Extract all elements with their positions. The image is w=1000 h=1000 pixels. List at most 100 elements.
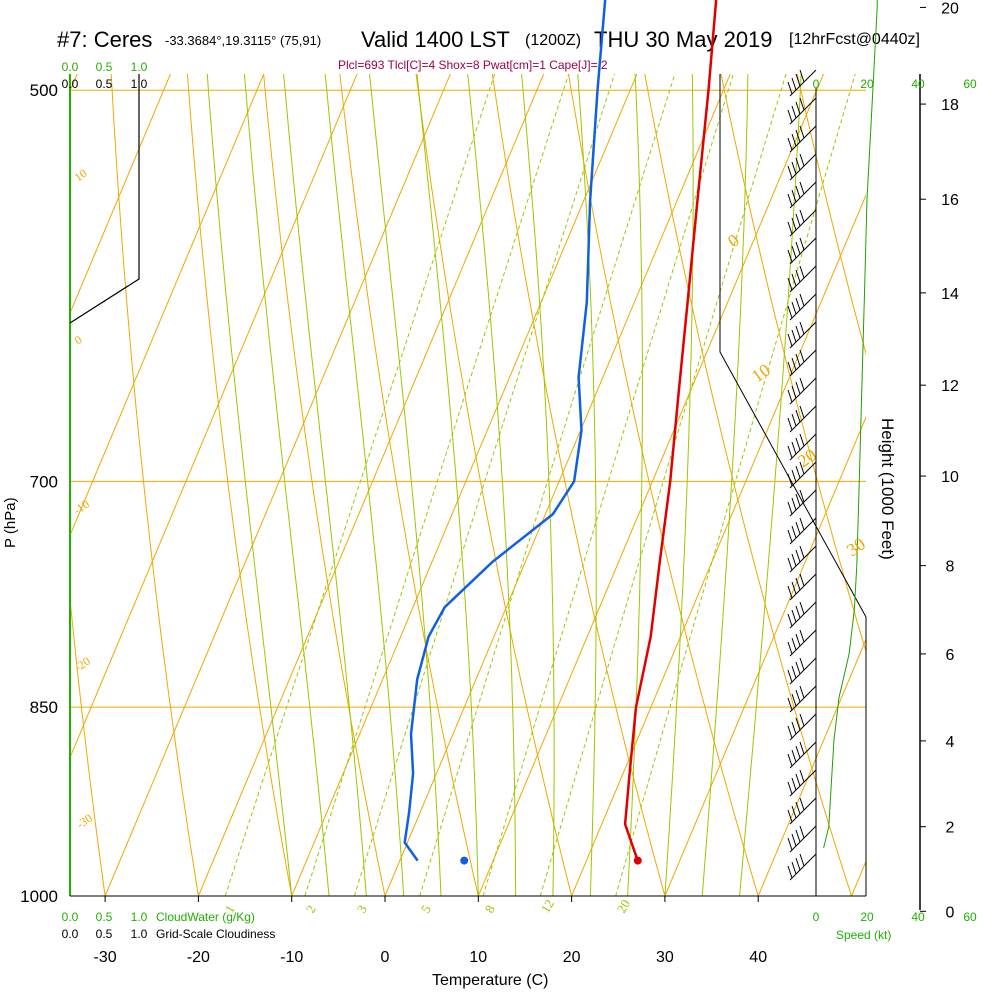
wind-barbs [787, 69, 817, 881]
height-tick-label: 2 [946, 820, 955, 837]
wind-barb-feather [791, 413, 797, 427]
speed-top-tick: 60 [963, 77, 977, 91]
wind-barb-feather [791, 525, 797, 539]
wind-barb-feather [799, 489, 805, 503]
isotherm-line [851, 860, 866, 896]
wind-barb-feather [799, 685, 805, 699]
isotherm-value-label: -20 [72, 654, 93, 675]
wind-barb-feather [799, 545, 805, 559]
speed-bottom-tick: 60 [963, 910, 977, 924]
wind-barb-feather [787, 585, 793, 599]
wind-barb-feather [799, 657, 805, 671]
isotherm-line [70, 74, 358, 759]
wind-barb-feather [799, 405, 805, 419]
moist-adiabat-line [243, 74, 330, 896]
mixing-ratio-value-label: 8 [482, 902, 498, 915]
wind-barb-feather [791, 161, 797, 175]
wind-barb [789, 153, 817, 181]
temperature-profile-line [623, 0, 718, 862]
wind-barb [789, 125, 817, 153]
isotherm-line [0, 0, 238, 896]
x-tick-label: -20 [187, 949, 210, 966]
wind-barb-feather [787, 725, 793, 739]
wind-speed-line [823, 0, 878, 849]
wind-barb-feather [787, 529, 793, 543]
wind-barb-feather [791, 749, 797, 763]
mixing-ratio-line [615, 74, 856, 896]
wind-barb [789, 573, 817, 601]
isotherm-value-label: -30 [74, 811, 95, 832]
wind-barb-feather [795, 437, 801, 451]
x-axis-label: Temperature (C) [432, 972, 549, 989]
wind-barb-feather [791, 385, 797, 399]
wind-barb-feather [795, 73, 801, 87]
wind-barb-feather [787, 221, 793, 235]
wind-barb [789, 209, 817, 237]
cloudiness-top-tick: 0.0 [62, 77, 79, 91]
station-coords: -33.3684°,19.3115° (75,91) [165, 33, 322, 48]
isotherm-value-label: 0 [72, 333, 85, 348]
wind-barb-feather [799, 97, 805, 111]
wind-barb-feather [795, 717, 801, 731]
wind-barb-feather [799, 125, 805, 139]
wind-barb-feather [795, 185, 801, 199]
wind-barb-feather [795, 297, 801, 311]
wind-barb-feather [799, 853, 805, 867]
wind-barb-feather [799, 741, 805, 755]
wind-barb-feather [791, 301, 797, 315]
dry-adiabat-line [415, 74, 573, 896]
wind-barb-feather [795, 213, 801, 227]
cloud-water-top-tick: 0.5 [96, 60, 113, 74]
height-axis-label: Height (1000 Feet) [878, 418, 897, 560]
moist-adiabat-line [416, 74, 479, 896]
wind-barb-feather [791, 441, 797, 455]
x-tick-label: 40 [749, 949, 767, 966]
wind-barb [789, 685, 817, 713]
moist-adiabat-line [369, 74, 442, 896]
isotherm-line [664, 415, 866, 896]
speed-bottom-tick: 0 [813, 910, 820, 924]
wind-barb [789, 293, 817, 321]
wind-barb [789, 853, 817, 881]
wind-barb [789, 741, 817, 769]
wind-barb-feather [795, 521, 801, 535]
x-tick-label: 0 [381, 949, 390, 966]
pressure-tick-label: 850 [30, 698, 58, 717]
dry-adiabat-line [491, 74, 666, 896]
isotherm-value-label: 10 [72, 166, 90, 184]
wind-barb-feather [791, 693, 797, 707]
wind-barb [789, 657, 817, 685]
speed-label: Speed (kt) [836, 928, 892, 942]
wind-barb-feather [791, 329, 797, 343]
wind-barb-feather [787, 389, 793, 403]
x-tick-label: 30 [656, 949, 674, 966]
wind-barb-feather [795, 493, 801, 507]
wind-barb [789, 405, 817, 433]
wind-barb-feather [795, 857, 801, 871]
moist-adiabat-line [521, 74, 555, 896]
wind-barb-feather [795, 633, 801, 647]
dewpoint-profile-line [403, 0, 607, 862]
wind-barb [789, 545, 817, 573]
wind-barb-feather [791, 105, 797, 119]
wind-barb-feather [795, 129, 801, 143]
wind-barb-feather [791, 273, 797, 287]
height-tick-label: 20 [941, 0, 959, 17]
wind-barb-feather [799, 629, 805, 643]
wind-barb-feather [791, 133, 797, 147]
wind-barb-feather [799, 265, 805, 279]
wind-barb-feather [799, 573, 805, 587]
wind-barb [789, 349, 817, 377]
wind-barb-feather [799, 825, 805, 839]
dry-adiabat-line [339, 74, 479, 896]
wind-barb-feather [787, 697, 793, 711]
wind-barb-feather [791, 805, 797, 819]
wind-barb-feather [787, 753, 793, 767]
isotherm-line [70, 74, 171, 315]
wind-barb [789, 517, 817, 545]
wind-barb [789, 237, 817, 265]
wind-barb-feather [787, 277, 793, 291]
wind-barb-feather [787, 361, 793, 375]
stability-indices: Plcl=693 Tlcl[C]=4 Shox=8 Pwat[cm]=1 Cap… [338, 58, 608, 72]
